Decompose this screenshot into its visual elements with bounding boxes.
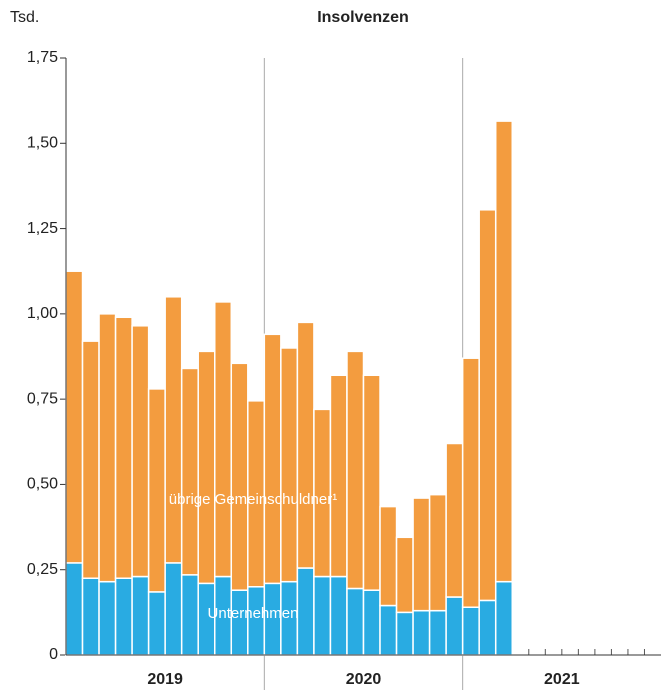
bar-segment [428, 609, 447, 656]
y-tick-label: 1,50 [27, 135, 58, 152]
bar-segment [114, 316, 133, 579]
bar-segment [147, 591, 166, 656]
bar-segment [379, 505, 398, 607]
bar-segment [362, 589, 381, 656]
series-label: Unternehmen [208, 605, 299, 622]
y-tick-label: 0,75 [27, 390, 58, 407]
bar-segment [412, 609, 431, 656]
bar-segment [180, 574, 199, 656]
bar-segment [346, 350, 365, 590]
bar-segment [412, 497, 431, 612]
bar-segment [379, 604, 398, 656]
bar-segment [494, 120, 514, 583]
bar-segment [98, 580, 117, 656]
bar-segment [296, 321, 315, 569]
y-tick-label: 0 [49, 646, 58, 663]
bar-segment [428, 493, 447, 612]
bar-segment [147, 388, 166, 593]
bar-segment [329, 374, 348, 578]
bar-segment [197, 350, 216, 585]
bar-segment [230, 589, 249, 656]
y-tick-label: 1,75 [27, 49, 58, 66]
bar-segment [313, 575, 332, 656]
bar-segment [81, 340, 100, 579]
y-tick-label: 1,25 [27, 220, 58, 237]
bar-segment [478, 209, 497, 602]
bar-segment [131, 325, 150, 578]
chart-title: Insolvenzen [317, 9, 409, 26]
y-axis-label: Tsd. [10, 9, 39, 26]
bar-segment [131, 575, 150, 656]
bar-segment [114, 577, 133, 656]
bar-segment [445, 442, 464, 598]
x-group-label: 2021 [544, 671, 580, 688]
bar-segment [164, 562, 183, 656]
bar-segment [461, 606, 480, 656]
bar-segment [478, 599, 497, 656]
bar-segment [180, 367, 199, 576]
y-tick-label: 0,50 [27, 476, 58, 493]
bar-segment [395, 536, 414, 614]
bar-segment [98, 313, 117, 583]
bar-segment [214, 301, 233, 578]
bar-segment [65, 562, 84, 656]
series-label: übrige Gemeinschuldner¹ [169, 491, 337, 508]
bar-segment [461, 357, 480, 608]
bar-segment [65, 270, 84, 564]
y-tick-label: 0,25 [27, 561, 58, 578]
x-group-label: 2020 [346, 671, 382, 688]
bar-segment [230, 362, 249, 591]
bar-segment [395, 611, 414, 656]
bar-segment [280, 347, 299, 583]
x-group-label: 2019 [147, 671, 183, 688]
bar-segment [296, 567, 315, 656]
bar-segment [329, 575, 348, 656]
bar-segment [346, 587, 365, 656]
bar-segment [445, 596, 464, 656]
bar-segment [362, 374, 381, 591]
y-tick-label: 1,00 [27, 305, 58, 322]
bar-segment [494, 580, 514, 656]
bar-segment [263, 333, 282, 585]
bar-segment [81, 577, 100, 656]
bar-segment [164, 296, 183, 564]
